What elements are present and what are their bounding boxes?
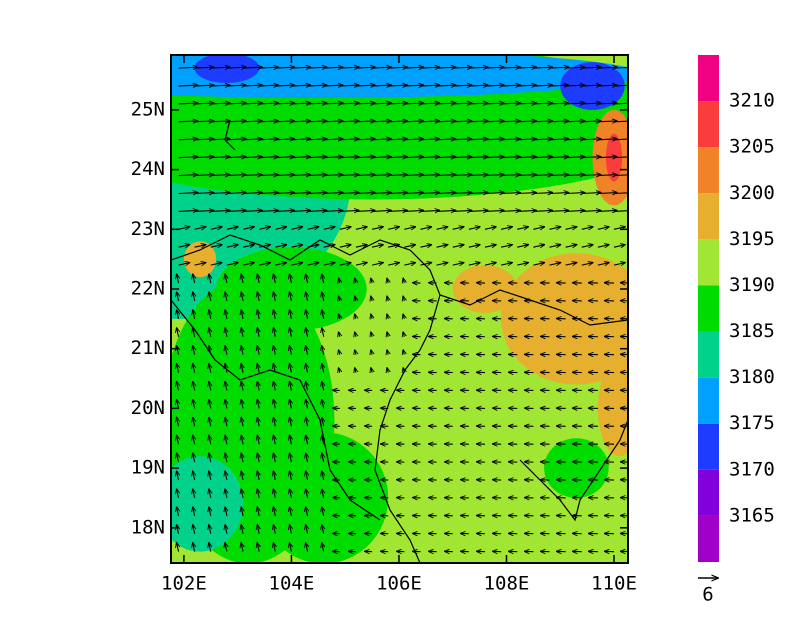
- reference-vector-label: 6: [702, 584, 713, 606]
- colorbar-label: 3195: [729, 228, 775, 250]
- wind-arrow: [630, 245, 641, 248]
- colorbar-label: 3165: [729, 504, 775, 526]
- colorbar-box: [698, 101, 719, 147]
- colorbar-box: [698, 424, 719, 470]
- colorbar-box: [698, 55, 719, 101]
- field-region: [453, 265, 518, 313]
- x-tick-label: 106E: [376, 573, 422, 595]
- colorbar-box: [698, 378, 719, 424]
- colorbar-label: 3170: [729, 458, 775, 480]
- colorbar-box: [698, 239, 719, 285]
- colorbar-box: [698, 332, 719, 378]
- colorbar-label: 3180: [729, 366, 775, 388]
- colorbar-label: 3175: [729, 412, 775, 434]
- y-tick-label: 19N: [131, 457, 165, 479]
- colorbar-label: 3205: [729, 136, 775, 158]
- colorbar-box: [698, 470, 719, 516]
- wind-arrow: [630, 210, 649, 211]
- colorbar-box: [698, 516, 719, 562]
- field-region: [544, 438, 609, 498]
- colorbar-box: [698, 193, 719, 239]
- colorbar-box: [698, 285, 719, 331]
- colorbar: 3165 3170 3175 3180 3185 3190 3195 3200 3205 3210: [698, 55, 775, 562]
- x-tick-label: 102E: [161, 573, 207, 595]
- wind-arrow: [630, 193, 649, 194]
- field-region: [0, 50, 641, 98]
- y-tick-label: 22N: [131, 278, 165, 300]
- wind-arrow: [630, 139, 649, 140]
- y-tick-label: 25N: [131, 98, 165, 120]
- x-tick-label: 110E: [591, 573, 637, 595]
- colorbar-box: [698, 147, 719, 193]
- y-tick-label: 24N: [131, 158, 165, 180]
- wind-arrow: [630, 157, 649, 158]
- contour-field: [0, 44, 695, 563]
- y-tick-label: 21N: [131, 337, 165, 359]
- y-tick-label: 18N: [131, 516, 165, 538]
- wind-arrow: [630, 263, 641, 266]
- colorbar-label: 3200: [729, 182, 775, 204]
- wind-arrow: [630, 175, 649, 176]
- field-region: [157, 456, 243, 552]
- x-tick-label: 104E: [269, 573, 315, 595]
- colorbar-label: 3210: [729, 90, 775, 112]
- wind-arrow: [630, 121, 649, 122]
- colorbar-label: 3185: [729, 320, 775, 342]
- wind-arrow: [630, 103, 649, 104]
- y-tick-label: 20N: [131, 397, 165, 419]
- colorbar-label: 3190: [729, 274, 775, 296]
- wind-arrow: [630, 85, 649, 86]
- wind-arrow: [630, 67, 649, 68]
- y-tick-label: 23N: [131, 218, 165, 240]
- x-tick-label: 108E: [484, 573, 530, 595]
- wind-arrow: [630, 227, 641, 230]
